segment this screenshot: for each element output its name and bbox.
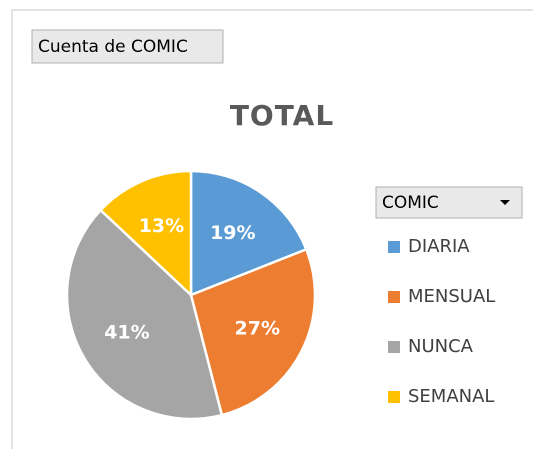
legend-swatch — [388, 291, 400, 303]
pie-slice — [98, 169, 193, 298]
data-label: 41% — [104, 321, 149, 343]
data-label: 19% — [210, 222, 255, 244]
legend-label: MENSUAL — [408, 286, 495, 307]
legend-label: DIARIA — [408, 236, 470, 257]
data-label: 13% — [139, 215, 184, 237]
chart-border — [11, 9, 533, 449]
field-button-label: COMIC — [382, 193, 439, 213]
legend: COMIC DIARIA MENSUAL NUNCA SEMANAL — [375, 186, 523, 407]
data-label: 27% — [235, 317, 280, 339]
legend-swatch — [388, 341, 400, 353]
field-button-label: Cuenta de COMIC — [38, 37, 188, 57]
value-field-button[interactable]: Cuenta de COMIC — [31, 29, 224, 64]
pie-slice — [65, 208, 224, 421]
legend-swatch — [388, 391, 400, 403]
field-button-box — [375, 186, 523, 219]
chart-title: TOTAL — [230, 99, 334, 132]
pie-slice — [189, 169, 308, 297]
pie: 19% 27% 41% 13% — [65, 169, 317, 421]
dropdown-arrow — [500, 200, 510, 205]
legend-swatch — [388, 241, 400, 253]
legend-label: SEMANAL — [408, 386, 494, 407]
field-button-box — [31, 29, 224, 64]
pie-slice — [189, 247, 317, 417]
legend-field-button[interactable]: COMIC — [375, 186, 523, 219]
legend-label: NUNCA — [408, 336, 474, 357]
